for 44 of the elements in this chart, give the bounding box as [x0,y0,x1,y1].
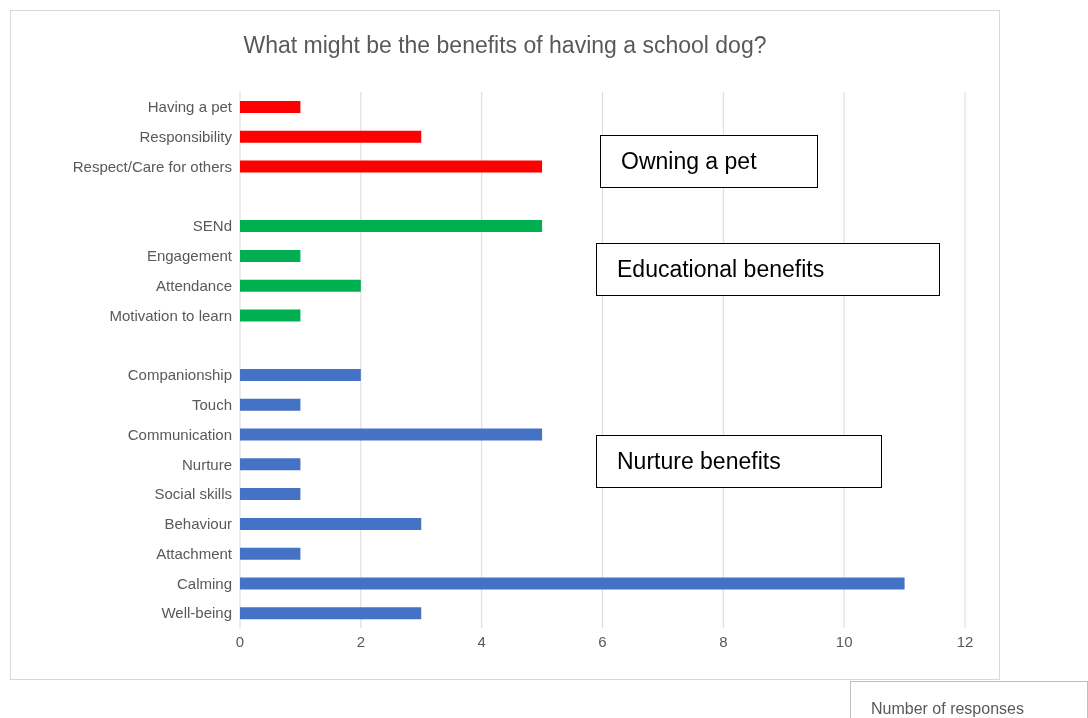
bar [240,577,905,590]
bar [240,517,422,530]
y-tick-label: Engagement [146,247,233,265]
y-tick-label: Motivation to learn [109,306,232,324]
bar [240,458,301,471]
bar [240,309,301,322]
x-tick-label: 6 [598,632,607,650]
y-tick-label: Companionship [127,366,232,384]
bar [240,369,361,381]
x-tick-label: 10 [835,632,853,650]
bar [240,488,301,501]
x-tick-label: 0 [235,632,245,650]
text-box: Nurture benefits [596,435,882,488]
bar [240,428,543,441]
y-tick-label: Responsibility [139,127,233,145]
y-tick-label: Attachment [156,544,233,562]
bar [240,101,301,113]
bar [240,130,422,143]
y-tick-label: SENd [192,217,232,235]
y-tick-label: Calming [176,574,232,592]
y-tick-label: Well-being [161,604,232,622]
x-axis-title: Number of responses [850,681,1088,718]
text-box: Educational benefits [596,243,940,296]
y-tick-label: Nurture [181,455,232,473]
y-tick-label: Respect/Care for others [72,157,232,175]
y-tick-label: Attendance [156,276,232,294]
chart-title: What might be the benefits of having a school dog? [242,32,768,59]
bar [240,160,543,173]
bar [240,220,543,233]
y-tick-label: Behaviour [164,515,232,533]
text-box: Owning a pet [600,135,818,188]
bar [240,398,301,411]
x-tick-label: 12 [956,632,974,650]
y-tick-label: Having a pet [147,98,233,116]
bar [240,607,422,620]
bar [240,249,301,262]
y-tick-label: Touch [191,395,232,413]
bar [240,279,361,292]
x-tick-label: 8 [719,632,728,650]
bar [240,547,301,560]
y-tick-label: Social skills [154,485,232,503]
x-tick-label: 2 [356,632,366,650]
x-tick-label: 4 [477,632,486,650]
y-tick-label: Communication [127,425,232,443]
